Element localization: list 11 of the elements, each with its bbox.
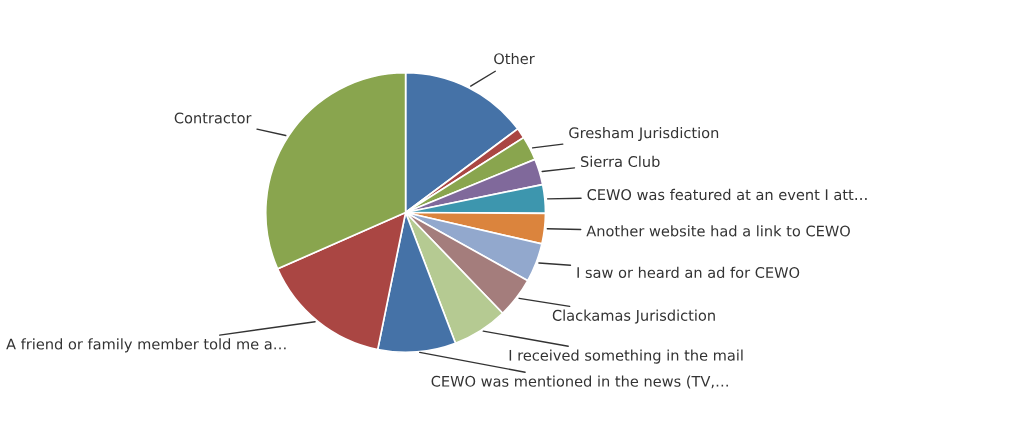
- slice-label: Clackamas Jurisdiction: [552, 309, 715, 324]
- slice-label: Gresham Jurisdiction: [569, 127, 719, 142]
- slice-label: Other: [494, 52, 535, 65]
- slice-label: I received something in the mail: [509, 349, 743, 364]
- slice-label: Contractor: [174, 112, 252, 124]
- slice-label: Sierra Club: [581, 155, 660, 168]
- slice-label: CEWO was featured at an event I att…: [587, 188, 867, 201]
- slice-label: Another website had a link to CEWO: [586, 225, 850, 237]
- slice-label: A friend or family member told me a…: [6, 338, 286, 353]
- slice-label: I saw or heard an ad for CEWO: [577, 266, 800, 279]
- slice-label: CEWO was mentioned in the news (TV,…: [431, 375, 728, 389]
